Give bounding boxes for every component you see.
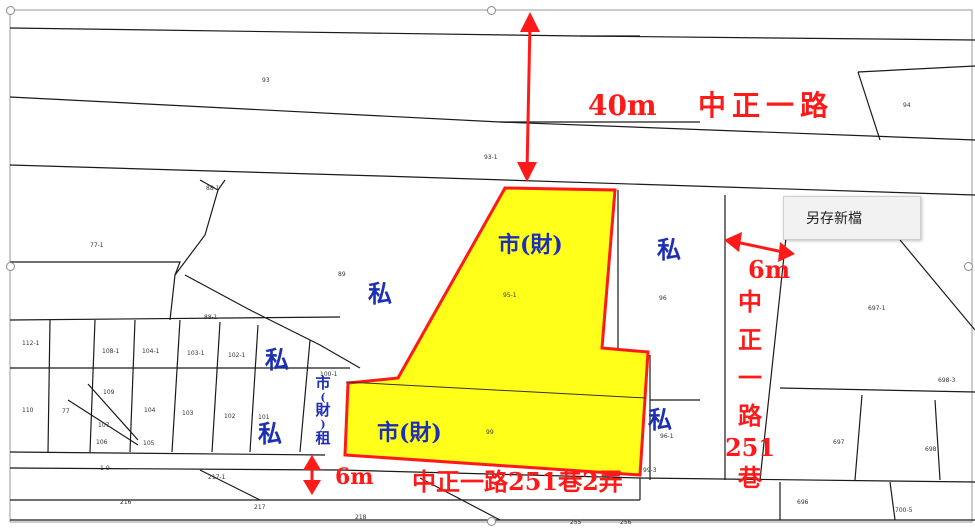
parcel-number: 93-1: [484, 154, 498, 161]
parcel-number: 110: [22, 407, 34, 414]
city-leased-char: 租: [315, 428, 331, 447]
parcel-number: 104-1: [142, 348, 160, 355]
parcel-divider: [345, 381, 647, 399]
resize-handle-middle-left[interactable]: [6, 262, 15, 271]
parcel-number: 88-1: [204, 314, 218, 321]
parcel-number: 698: [925, 446, 937, 453]
city-property-parcel: [343, 186, 650, 477]
private-label: 私: [657, 235, 681, 264]
parcel-number: 256: [620, 519, 632, 526]
parcel-number: 217-1: [208, 474, 226, 481]
east-road-char: 中: [738, 287, 762, 316]
parcel-number: 99-3: [643, 467, 657, 474]
parcel-number: 216: [120, 499, 132, 506]
resize-handle-middle-right[interactable]: [964, 262, 973, 271]
parcel-number: 94: [903, 102, 911, 109]
main-road-width: 40m: [588, 89, 657, 122]
east-road-char: 正: [738, 325, 762, 354]
parcel-number: 255: [570, 519, 582, 526]
parcel-number: 108-1: [102, 348, 120, 355]
parcel-number: 1-9: [100, 465, 110, 472]
parcel-number: 95-1: [503, 292, 517, 299]
city-leased-label: 市 ( 財 ) 租: [312, 374, 334, 447]
east-road-char: 251: [724, 433, 776, 462]
parcel-number: 88-1: [206, 185, 220, 192]
parcel-number: 77: [62, 408, 70, 415]
parcel-number: 99: [486, 429, 494, 436]
city-property-label-north: 市(財): [498, 232, 563, 258]
parcel-number: 104: [144, 407, 156, 414]
north-width-arrow: [517, 12, 540, 182]
main-road-name: 中正一路: [698, 89, 835, 122]
parcel-number: 106: [96, 439, 108, 446]
private-label: 私: [258, 419, 282, 448]
city-leased-char: ): [320, 418, 326, 432]
parcel-boundaries: [9, 27, 975, 521]
resize-handle-bottom-middle[interactable]: [487, 517, 496, 526]
south-width-arrow: [303, 455, 321, 495]
east-width-arrow: [724, 232, 795, 262]
parcel-number: 696: [797, 499, 809, 506]
parcel-number: 112-1: [22, 340, 40, 347]
parcel-number: 93: [262, 77, 270, 84]
east-road-char: 巷: [738, 463, 762, 492]
south-road-width: 6m: [335, 464, 374, 490]
east-road-char: 路: [738, 401, 762, 430]
parcel-number: 77-1: [90, 242, 104, 249]
private-label: 私: [648, 405, 672, 434]
east-road-name: 中 正 一 路 251 巷: [725, 287, 775, 492]
parcel-number: 100-1: [320, 371, 338, 378]
parcel-number: 102-1: [228, 352, 246, 359]
city-leased-char: (: [320, 390, 326, 404]
city-property-label-south: 市(財): [377, 420, 442, 446]
parcel-number: 107: [98, 422, 110, 429]
parcel-number: 103: [182, 410, 194, 417]
parcel-number: 102: [224, 413, 236, 420]
parcel-number: 96-1: [660, 433, 674, 440]
resize-handle-top-middle[interactable]: [487, 6, 496, 15]
private-label: 私: [368, 279, 392, 308]
east-road-char: 一: [738, 363, 762, 392]
parcel-number: 698-3: [938, 377, 956, 384]
parcel-number: 697: [833, 439, 845, 446]
city-leased-char: 市: [315, 374, 331, 392]
private-label: 私: [265, 345, 289, 374]
save-as-tooltip[interactable]: 另存新檔: [783, 196, 921, 240]
parcel-number: 105: [143, 440, 155, 447]
parcel-number: 217: [254, 504, 266, 511]
parcel-number: 218: [355, 514, 367, 521]
parcel-number: 103-1: [187, 350, 205, 357]
city-leased-char: 財: [315, 401, 331, 420]
parcel-number: 700-5: [895, 507, 913, 514]
parcel-number: 101: [258, 414, 270, 421]
parcel-number: 109: [103, 389, 115, 396]
east-road-width: 6m: [748, 255, 791, 284]
parcel-number: 697-1: [868, 305, 886, 312]
parcel-number: 96: [659, 295, 667, 302]
resize-handle-top-left[interactable]: [6, 6, 15, 15]
south-road-name: 中正一路251巷2弄: [412, 467, 623, 496]
parcel-number: 89: [338, 271, 346, 278]
